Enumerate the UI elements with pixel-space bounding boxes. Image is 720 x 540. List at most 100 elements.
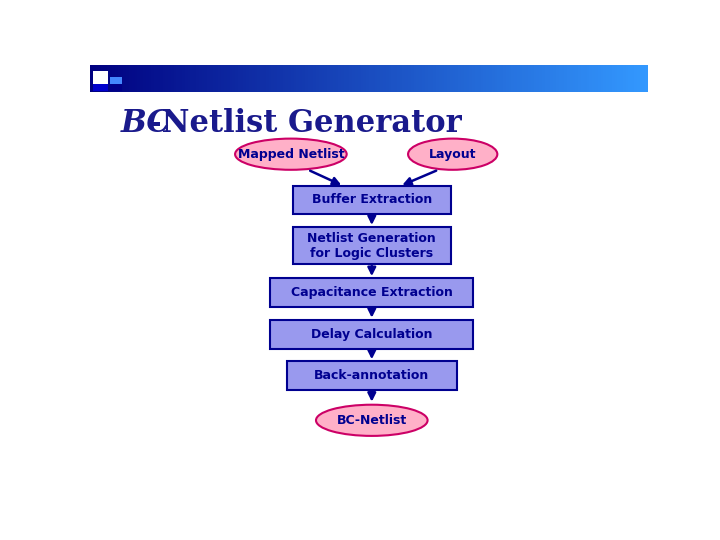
FancyBboxPatch shape: [292, 227, 451, 264]
Bar: [355, 65, 358, 92]
Bar: [285, 65, 288, 92]
Bar: [302, 65, 305, 92]
Ellipse shape: [235, 139, 347, 170]
Bar: [637, 65, 639, 92]
Bar: [413, 65, 416, 92]
Bar: [472, 65, 475, 92]
Bar: [93, 84, 109, 91]
Text: Netlist Generation
for Logic Clusters: Netlist Generation for Logic Clusters: [307, 232, 436, 260]
Bar: [495, 65, 498, 92]
Bar: [400, 65, 402, 92]
Bar: [492, 65, 495, 92]
Bar: [383, 65, 386, 92]
Bar: [575, 65, 578, 92]
Bar: [431, 65, 433, 92]
Bar: [99, 65, 101, 92]
Bar: [333, 65, 336, 92]
Bar: [598, 65, 600, 92]
Bar: [104, 65, 107, 92]
Bar: [96, 65, 99, 92]
Bar: [300, 65, 302, 92]
Bar: [562, 65, 564, 92]
Bar: [135, 65, 138, 92]
Bar: [188, 65, 190, 92]
Bar: [282, 65, 285, 92]
Bar: [534, 65, 536, 92]
Bar: [500, 65, 503, 92]
Bar: [595, 65, 598, 92]
Bar: [514, 65, 517, 92]
Bar: [249, 65, 252, 92]
Bar: [441, 65, 444, 92]
Bar: [503, 65, 505, 92]
Bar: [402, 65, 405, 92]
Bar: [93, 65, 96, 92]
Text: BC-Netlist: BC-Netlist: [337, 414, 407, 427]
Bar: [210, 65, 213, 92]
Bar: [168, 65, 171, 92]
Bar: [179, 65, 182, 92]
Bar: [486, 65, 489, 92]
Bar: [319, 65, 322, 92]
Bar: [313, 65, 316, 92]
Bar: [559, 65, 562, 92]
Bar: [151, 65, 154, 92]
Bar: [615, 65, 617, 92]
Bar: [171, 65, 174, 92]
Bar: [138, 65, 140, 92]
Bar: [101, 65, 104, 92]
Bar: [338, 65, 341, 92]
Bar: [578, 65, 581, 92]
Bar: [380, 65, 383, 92]
Bar: [305, 65, 307, 92]
Bar: [224, 65, 227, 92]
Bar: [143, 65, 145, 92]
Bar: [389, 65, 392, 92]
Bar: [258, 65, 260, 92]
Bar: [483, 65, 486, 92]
Bar: [213, 65, 215, 92]
Bar: [505, 65, 508, 92]
Bar: [617, 65, 620, 92]
Bar: [464, 65, 467, 92]
Bar: [572, 65, 575, 92]
Bar: [182, 65, 185, 92]
Bar: [240, 65, 243, 92]
Bar: [266, 65, 269, 92]
Bar: [433, 65, 436, 92]
FancyBboxPatch shape: [270, 278, 473, 307]
Bar: [556, 65, 559, 92]
Text: Delay Calculation: Delay Calculation: [311, 328, 433, 341]
Bar: [358, 65, 361, 92]
Bar: [639, 65, 642, 92]
Bar: [112, 65, 115, 92]
Bar: [590, 65, 593, 92]
Bar: [422, 65, 425, 92]
Bar: [394, 65, 397, 92]
Bar: [185, 65, 188, 92]
Bar: [461, 65, 464, 92]
Bar: [450, 65, 453, 92]
Bar: [606, 65, 609, 92]
Bar: [352, 65, 355, 92]
Bar: [271, 65, 274, 92]
Bar: [361, 65, 364, 92]
FancyBboxPatch shape: [287, 361, 456, 390]
Ellipse shape: [408, 139, 498, 170]
Bar: [547, 65, 550, 92]
Bar: [297, 65, 300, 92]
Bar: [129, 65, 132, 92]
Bar: [620, 65, 623, 92]
Bar: [115, 65, 118, 92]
Bar: [634, 65, 636, 92]
FancyBboxPatch shape: [292, 186, 451, 214]
Bar: [235, 65, 238, 92]
Bar: [447, 65, 450, 92]
Bar: [364, 65, 366, 92]
Bar: [623, 65, 626, 92]
Bar: [539, 65, 542, 92]
Bar: [438, 65, 441, 92]
Text: -Netlist Generator: -Netlist Generator: [148, 109, 462, 139]
Bar: [528, 65, 531, 92]
Bar: [366, 65, 369, 92]
